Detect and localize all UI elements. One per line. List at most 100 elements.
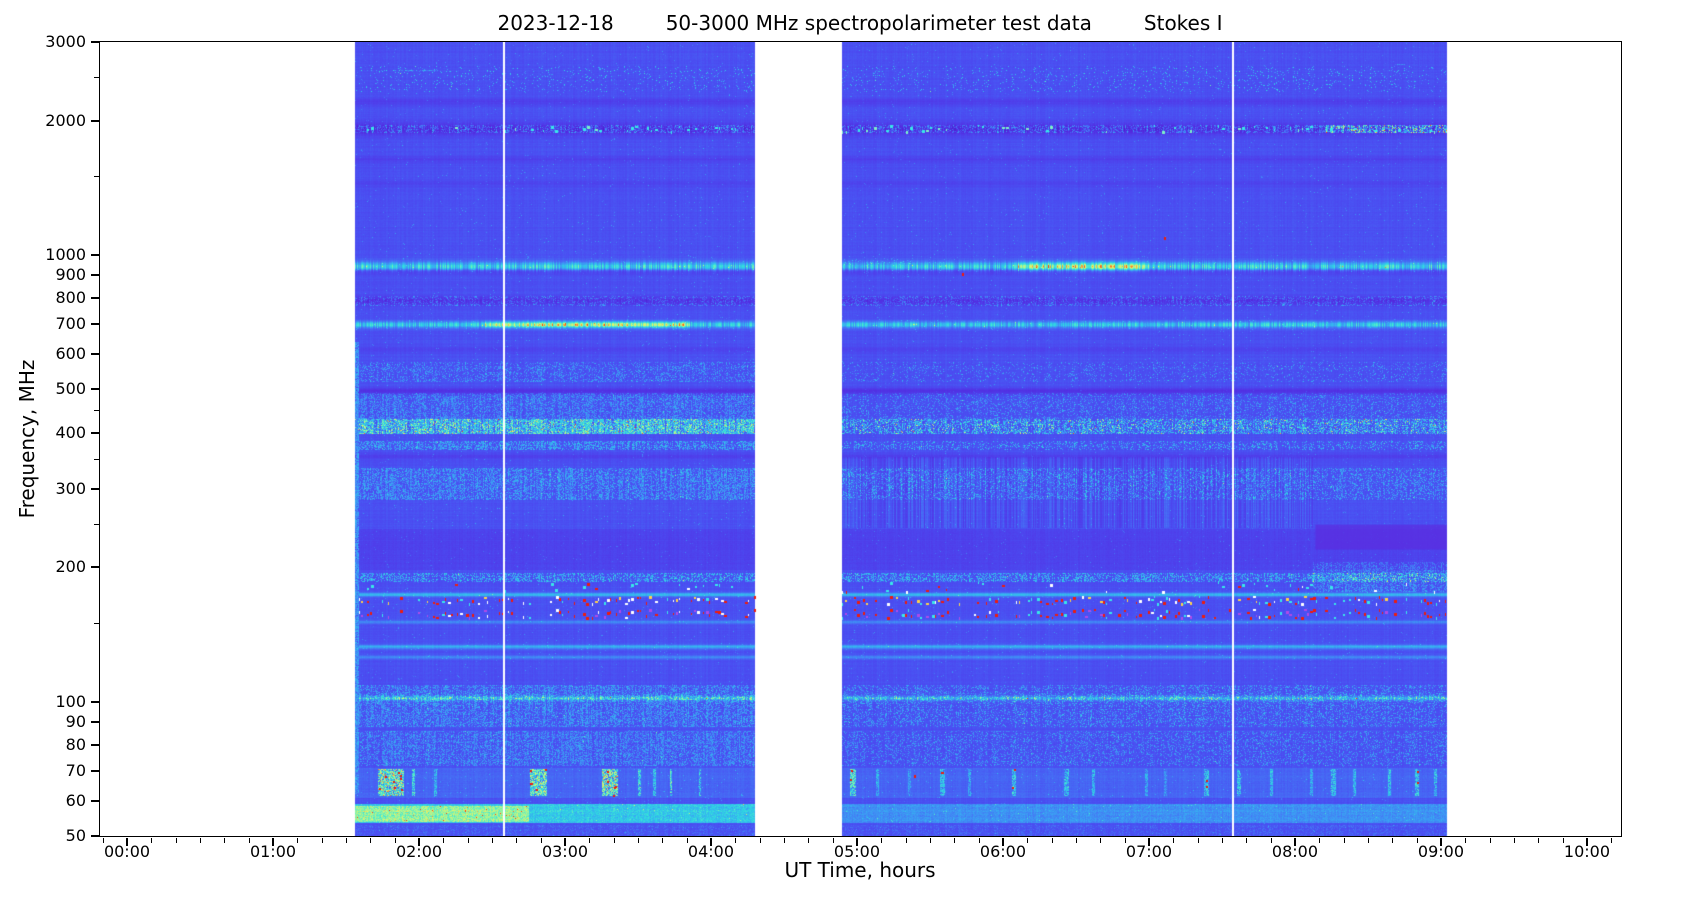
x-minor-tick (808, 838, 810, 843)
y-tick-label: 500 (55, 379, 86, 399)
x-tick-label: 09:00 (1417, 842, 1465, 861)
y-major-tick (91, 769, 99, 772)
y-major-tick (91, 431, 99, 434)
x-minor-tick (297, 838, 299, 843)
y-tick-label: 700 (55, 314, 86, 334)
x-minor-tick (467, 838, 469, 843)
y-tick-label: 50 (65, 826, 86, 845)
x-minor-tick (516, 838, 518, 843)
x-tick-label: 04:00 (687, 842, 735, 861)
figure-title: 2023-12-18 50-3000 MHz spectropolarimete… (497, 11, 1222, 35)
x-minor-tick (394, 838, 396, 843)
y-major-tick (91, 297, 99, 300)
x-minor-tick (102, 838, 104, 843)
x-minor-tick (1197, 838, 1199, 843)
y-tick-label: 60 (65, 790, 86, 810)
y-major-tick (91, 274, 99, 277)
y-minor-tick (94, 458, 99, 460)
x-tick-label: 10:00 (1563, 842, 1611, 861)
x-axis-label: UT Time, hours (784, 858, 936, 882)
x-minor-tick (200, 838, 201, 843)
x-minor-tick (978, 838, 980, 843)
x-minor-tick (492, 838, 493, 843)
x-minor-tick (1538, 838, 1540, 843)
x-minor-tick (443, 838, 445, 843)
y-tick-label: 300 (55, 478, 86, 498)
x-minor-tick (346, 838, 347, 843)
x-major-tick (1439, 838, 1442, 846)
y-major-tick (91, 721, 99, 723)
x-minor-tick (1075, 838, 1077, 843)
x-tick-label: 01:00 (249, 842, 297, 861)
x-minor-tick (1367, 838, 1369, 843)
x-minor-tick (224, 838, 226, 843)
x-tick-label: 06:00 (979, 842, 1027, 861)
x-minor-tick (759, 838, 761, 843)
y-tick-label: 900 (55, 265, 86, 285)
y-minor-tick (94, 622, 99, 624)
x-major-tick (272, 838, 274, 846)
x-minor-tick (1124, 838, 1126, 843)
x-minor-tick (954, 838, 956, 843)
y-tick-label: 2000 (45, 110, 86, 130)
x-minor-tick (175, 838, 177, 843)
x-minor-tick (1343, 838, 1345, 843)
y-tick-label: 200 (55, 557, 86, 577)
y-tick-label: 70 (65, 760, 86, 780)
x-minor-tick (1319, 838, 1321, 843)
y-major-tick (91, 254, 99, 257)
x-minor-tick (1562, 838, 1564, 843)
x-minor-tick (248, 838, 250, 843)
x-minor-tick (613, 838, 615, 843)
y-major-tick (91, 566, 99, 569)
y-tick-label: 600 (55, 344, 86, 364)
x-minor-tick (662, 838, 664, 843)
x-minor-tick (1611, 838, 1613, 843)
title-date: 2023-12-18 (497, 11, 614, 35)
y-minor-tick (94, 176, 99, 178)
x-minor-tick (1465, 838, 1467, 843)
x-minor-tick (1416, 838, 1418, 843)
x-tick-label: 00:00 (103, 842, 151, 861)
x-minor-tick (589, 838, 591, 843)
y-minor-tick (94, 77, 99, 79)
x-major-tick (418, 838, 420, 846)
x-minor-tick (1051, 838, 1053, 843)
y-tick-label: 1000 (45, 245, 86, 265)
y-major-tick (91, 487, 99, 490)
title-stokes: Stokes I (1143, 11, 1223, 35)
y-tick-label: 400 (55, 422, 86, 442)
x-minor-tick (1489, 838, 1491, 843)
y-tick-label: 100 (55, 691, 86, 711)
x-tick-label: 02:00 (395, 842, 443, 861)
y-major-tick (91, 743, 99, 746)
y-axis-label: Frequency, MHz (15, 359, 39, 519)
x-minor-tick (686, 838, 688, 843)
x-major-tick (126, 838, 128, 846)
x-major-tick (564, 838, 566, 846)
x-minor-tick (370, 838, 372, 843)
x-minor-tick (832, 838, 834, 843)
y-major-tick (91, 835, 99, 837)
x-major-tick (855, 838, 858, 846)
x-minor-tick (1027, 838, 1029, 843)
y-major-tick (91, 700, 99, 703)
x-minor-tick (1270, 838, 1272, 843)
x-minor-tick (905, 838, 907, 843)
x-minor-tick (540, 838, 542, 843)
x-minor-tick (1513, 838, 1515, 843)
y-tick-label: 800 (55, 288, 86, 308)
y-major-tick (91, 41, 99, 43)
title-main: 50-3000 MHz spectropolarimeter test data (665, 11, 1092, 35)
y-major-tick (91, 119, 99, 122)
x-minor-tick (151, 838, 153, 843)
y-minor-tick (94, 409, 99, 411)
x-tick-label: 08:00 (1271, 842, 1319, 861)
y-major-tick (91, 799, 99, 802)
x-major-tick (1147, 838, 1150, 846)
y-major-tick (91, 388, 99, 391)
y-minor-tick (94, 523, 99, 525)
y-tick-label: 3000 (45, 32, 86, 51)
x-minor-tick (321, 838, 323, 843)
x-minor-tick (881, 838, 883, 843)
